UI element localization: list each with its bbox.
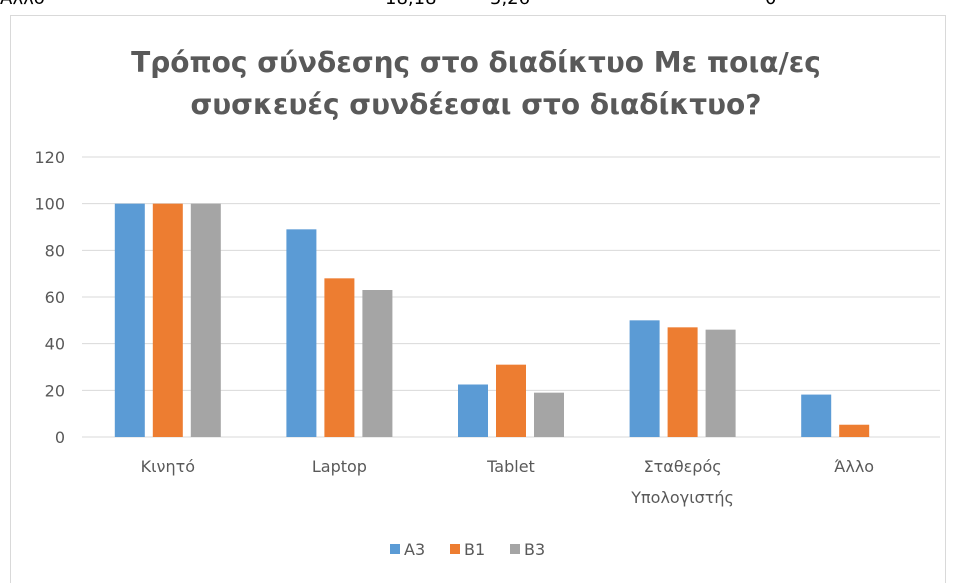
cell: 18,18 <box>385 0 437 9</box>
legend-label: B3 <box>524 540 545 559</box>
chart-title: Τρόπος σύνδεσης στο διαδίκτυο Με ποια/ες… <box>131 46 821 121</box>
bar <box>114 203 145 437</box>
legend-label: B1 <box>464 540 485 559</box>
legend-swatch <box>390 544 400 554</box>
sheet-row <box>0 0 956 14</box>
y-tick-label: 60 <box>45 288 65 307</box>
cell: Άλλο <box>0 0 45 9</box>
bar <box>286 229 317 437</box>
x-tick-label: Tablet <box>486 457 535 476</box>
bar <box>839 424 870 437</box>
x-tick-label: Laptop <box>312 457 367 476</box>
legend-swatch <box>510 544 520 554</box>
bar <box>190 203 221 437</box>
bar <box>667 327 698 437</box>
y-tick-label: 120 <box>34 148 65 167</box>
y-tick-label: 80 <box>45 241 65 260</box>
cell: 5,26 <box>490 0 530 9</box>
y-tick-label: 0 <box>55 428 65 447</box>
bar <box>496 364 526 437</box>
bar <box>534 392 564 437</box>
y-tick-label: 100 <box>34 195 65 214</box>
bar <box>362 290 393 437</box>
bar <box>705 329 736 437</box>
x-tick-label: Άλλο <box>834 457 874 476</box>
legend-label: A3 <box>404 540 425 559</box>
bar <box>152 203 183 437</box>
bar <box>324 278 355 437</box>
y-tick-label: 40 <box>45 335 65 354</box>
x-tick-label: Κινητό <box>141 457 195 476</box>
legend-swatch <box>450 544 460 554</box>
cell: 0 <box>765 0 776 9</box>
bar <box>458 384 488 437</box>
bar <box>629 320 660 437</box>
x-tick-label: Σταθερός Υπολογιστής <box>630 457 734 507</box>
y-tick-label: 20 <box>45 381 65 400</box>
bar <box>801 394 832 437</box>
